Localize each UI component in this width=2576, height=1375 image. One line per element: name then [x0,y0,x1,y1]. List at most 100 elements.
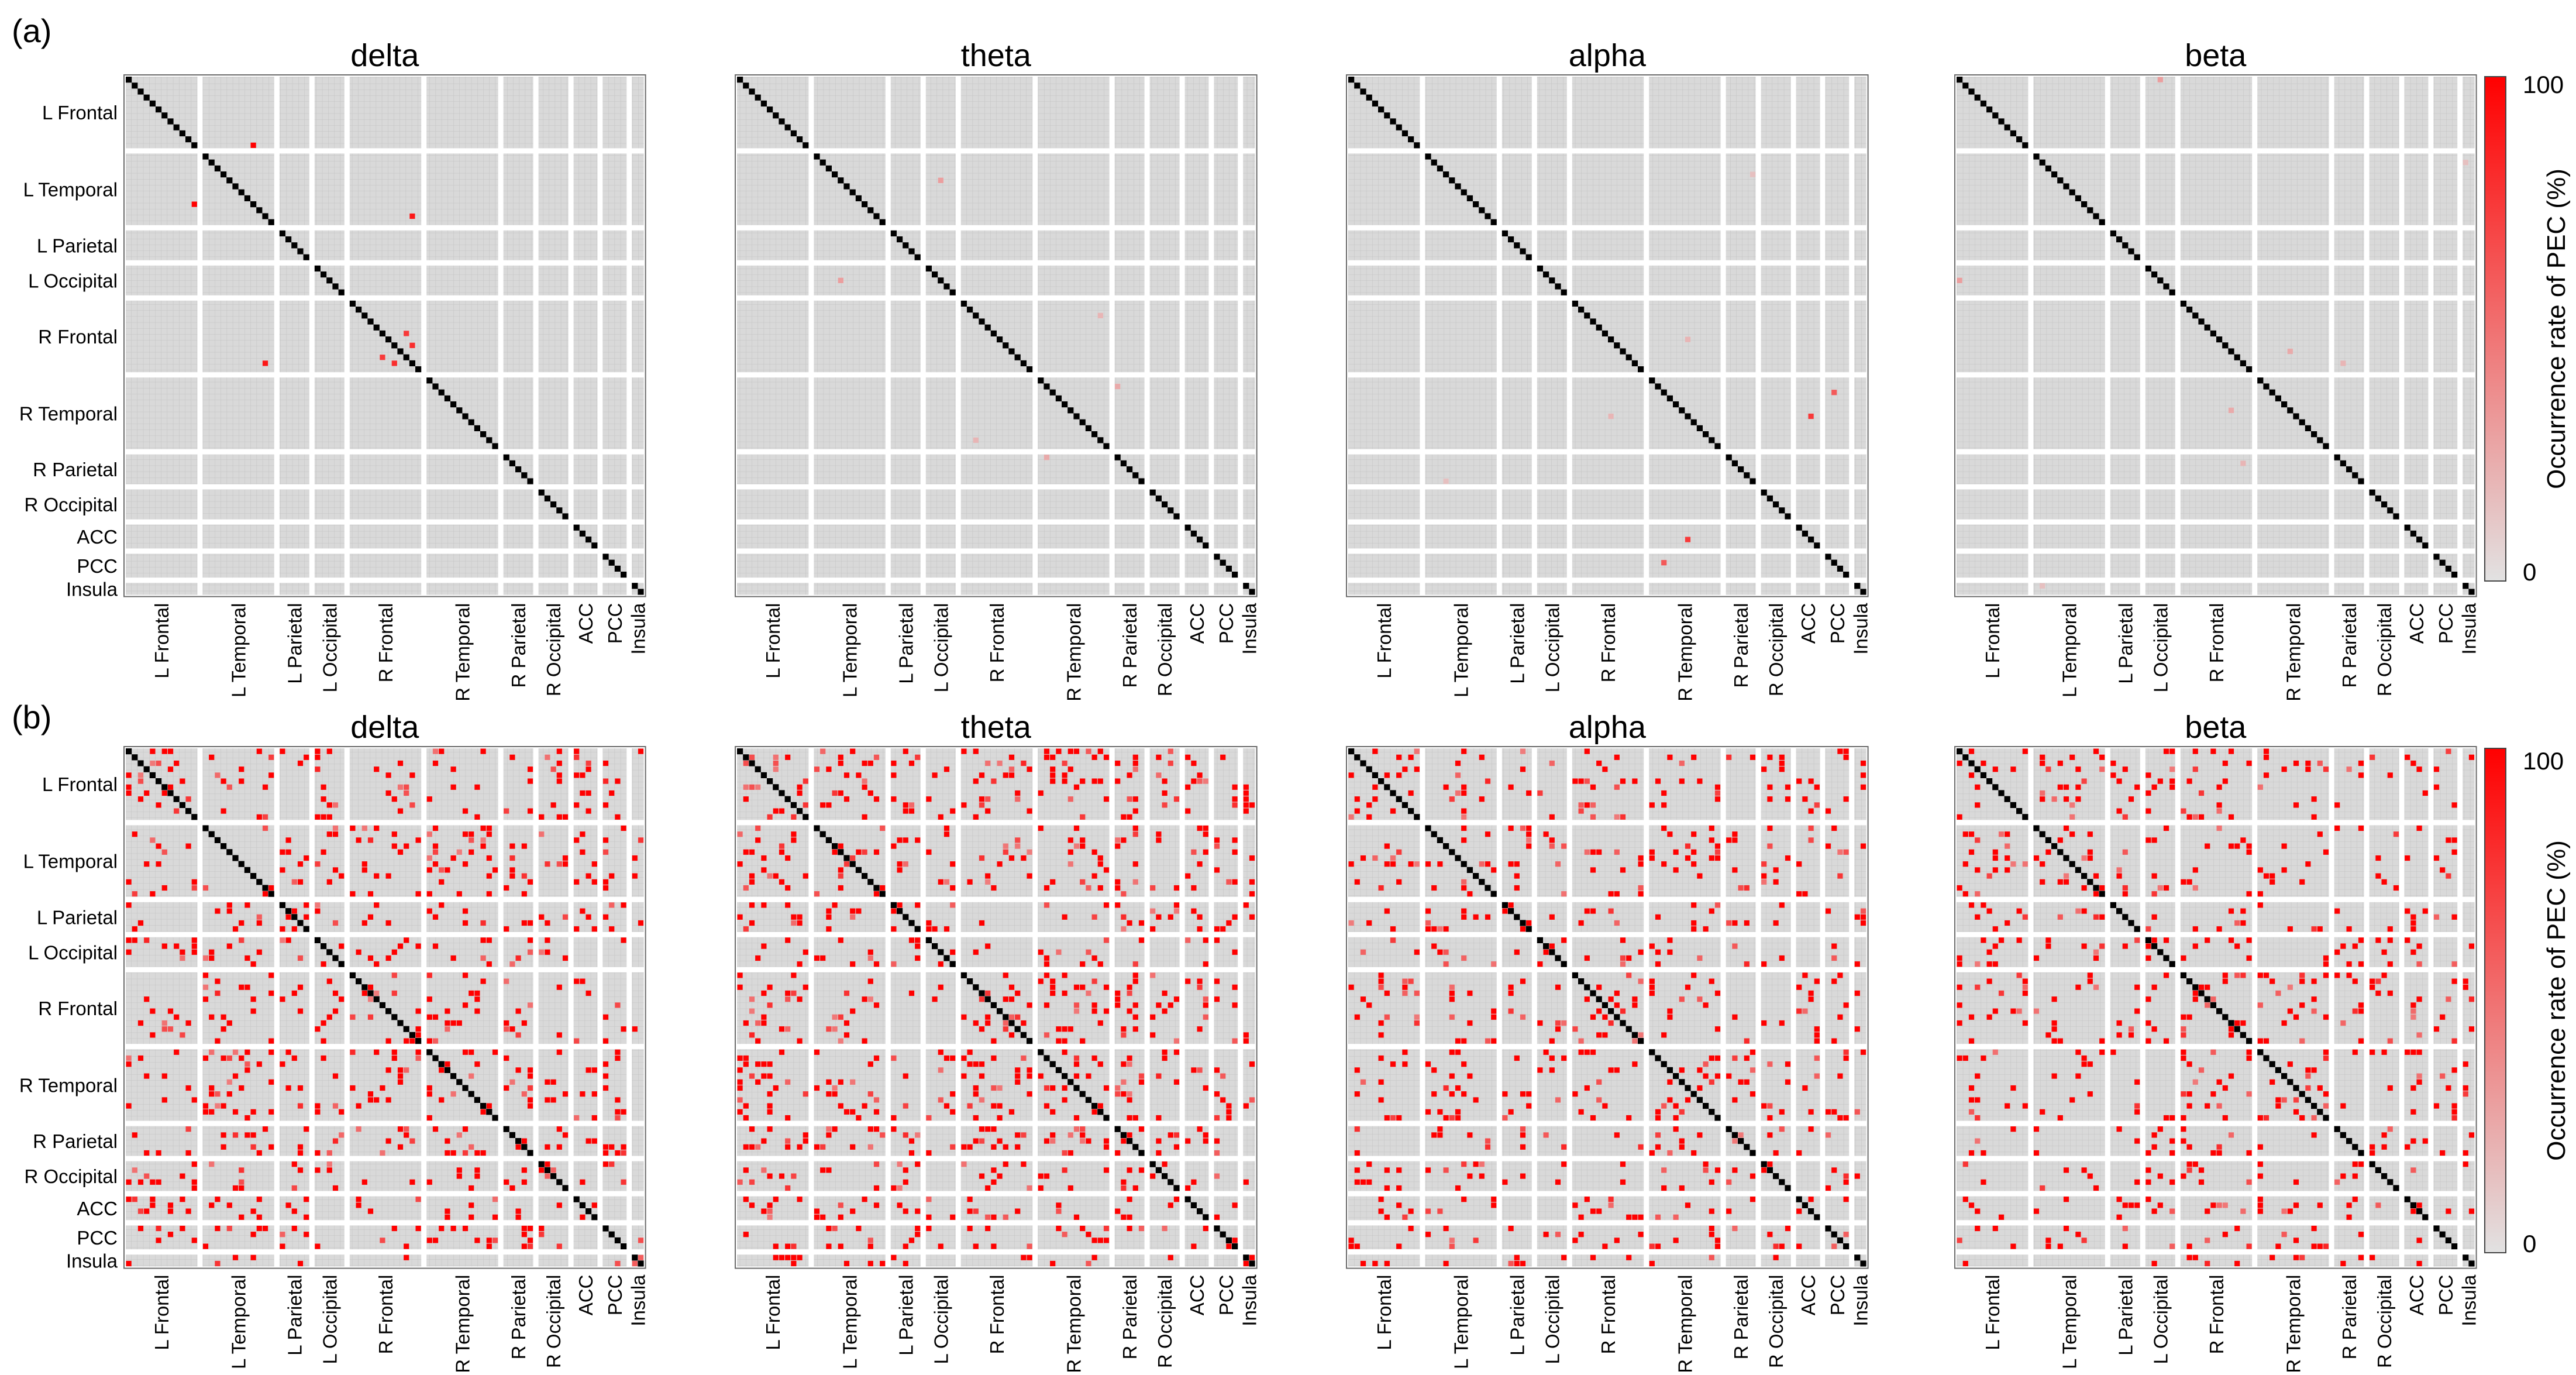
pec-cell [997,1138,1003,1144]
pec-cell [1679,1138,1685,1144]
pec-cell [2016,972,2022,978]
diagonal-cell [1461,189,1467,195]
pec-cell [1425,908,1431,914]
block [1572,825,1644,897]
diagonal-cell [638,589,644,595]
pec-cell [2246,1150,2252,1156]
block [1825,748,1850,820]
pec-cell [1843,1232,1849,1238]
block [925,377,956,449]
block [2404,77,2429,149]
pec-cell [1691,926,1697,932]
pec-cell [1614,990,1620,996]
block [890,748,921,820]
block [503,825,533,897]
pec-cell [2128,796,2134,802]
pec-cell [432,843,439,849]
pec-cell [2263,754,2270,760]
block [814,583,886,595]
pec-cell [1203,825,1208,831]
pec-cell [1537,961,1543,967]
block [2334,825,2364,897]
pec-cell [415,1225,421,1232]
block [1854,1225,1866,1250]
pec-cell [144,861,150,867]
pec-cell [1003,996,1008,1002]
pec-cell [1038,949,1044,955]
pec-cell [2468,1208,2475,1214]
diagonal-cell [426,377,433,384]
pec-cell [1132,861,1138,867]
pec-cell [1632,1061,1638,1067]
pec-cell [1097,778,1103,784]
pec-cell [1443,478,1449,484]
y-tick-label: R Temporal [19,403,118,424]
pec-cell [1080,814,1086,820]
pec-cell [321,1055,326,1061]
pec-cell [2151,1208,2157,1214]
block [426,524,498,549]
pec-cell [426,996,432,1002]
pec-cell [404,1067,409,1073]
diagonal-cell [2387,1179,2394,1185]
pec-cell [1825,1132,1831,1138]
pec-cell [743,1144,749,1150]
pec-cell [315,754,321,760]
pec-cell [202,984,209,990]
pec-cell [1449,796,1455,802]
pec-cell [144,1073,150,1079]
block [2433,1254,2458,1267]
block [2334,77,2364,149]
pec-cell [2246,1049,2252,1055]
pec-cell [991,1243,997,1249]
block [737,454,809,484]
diagonal-cell [1537,937,1543,943]
pec-cell [838,873,843,879]
pec-cell [144,1208,150,1214]
block [349,748,422,820]
pec-cell [867,790,873,796]
pec-cell [2440,1150,2446,1156]
pec-cell [221,1144,226,1150]
diagonal-cell [2045,837,2051,843]
block [1243,1196,1255,1221]
block [1761,1254,1791,1267]
block [1957,825,2029,897]
block [737,902,809,932]
pec-cell [1854,990,1860,996]
pec-cell [891,1254,897,1260]
y-tick-label: R Temporal [19,1074,118,1096]
pec-cell [1080,879,1086,885]
pec-cell [1015,1144,1021,1150]
block [1537,524,1567,549]
pec-cell [432,1126,439,1132]
pec-cell [1173,1132,1180,1138]
pec-cell [326,978,332,984]
diagonal-cell [2269,1061,2275,1067]
block [2369,748,2399,820]
pec-cell [1802,1008,1808,1014]
diagonal-cell [1085,1096,1091,1103]
pec-cell [1243,1032,1249,1038]
y-tick-label: L Parietal [37,235,118,256]
diagonal-cell [1514,242,1520,249]
diagonal-cell [137,760,144,766]
block [2110,972,2140,1044]
pec-cell [2257,867,2263,873]
diagonal-cell [1366,766,1372,772]
diagonal-cell [1044,383,1050,390]
pec-cell [609,926,615,932]
pec-cell [304,1232,309,1238]
pec-cell [2352,1008,2358,1014]
pec-cell [2022,984,2028,990]
pec-cell [908,1150,915,1156]
y-tick-label: L Parietal [37,906,118,928]
pec-cell [462,908,469,914]
pec-cell [737,972,743,978]
diagonal-cell [2016,136,2023,143]
pec-cell [903,1260,908,1267]
pec-cell [1115,885,1121,891]
pec-cell [832,1225,838,1232]
pec-cell [1773,879,1779,885]
block [2404,554,2429,578]
